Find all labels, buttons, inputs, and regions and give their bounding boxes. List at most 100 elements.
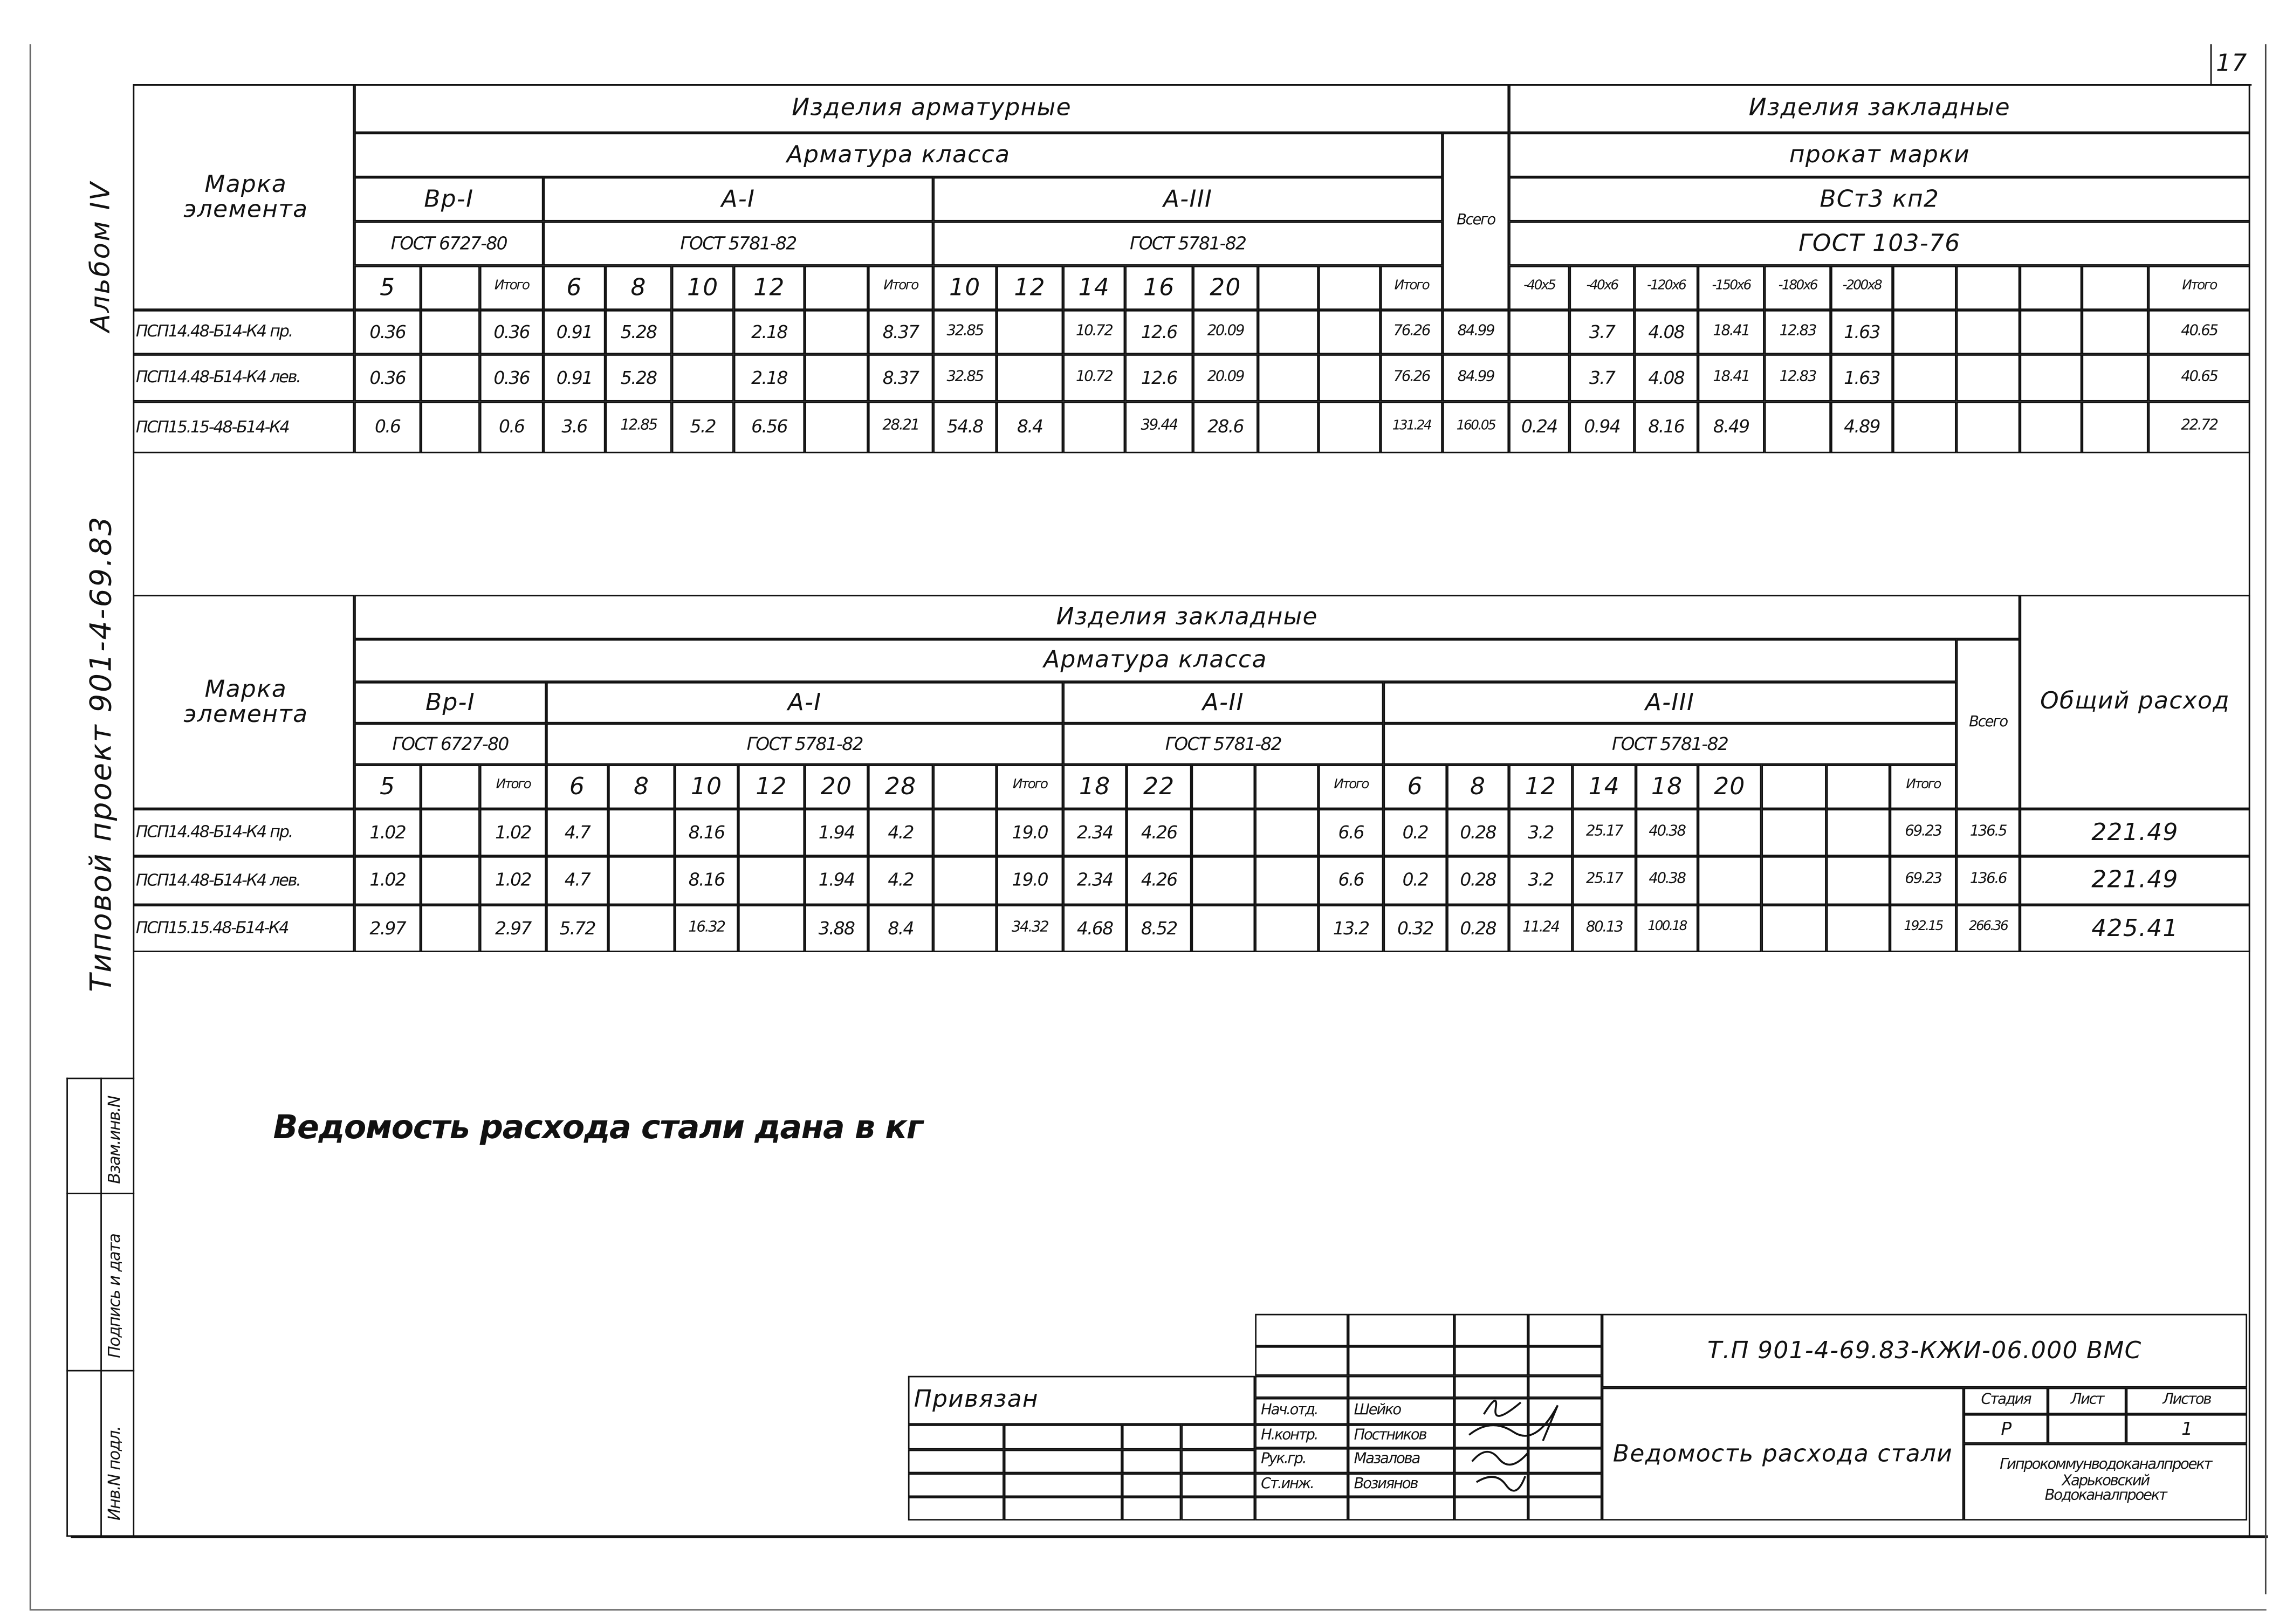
- top-row-mark: ПСП14.48-Б14-К4 лев.: [133, 354, 355, 402]
- bottom-cell: [1698, 809, 1762, 856]
- top-row-mark-text: ПСП14.48-Б14-К4 пр.: [135, 322, 293, 342]
- top-cell-text: 0.91: [556, 367, 593, 388]
- bottom-cell-text: 19.0: [1012, 870, 1048, 891]
- bottom-cell-text: 0.32: [1397, 918, 1434, 939]
- bottom-cell: 40.38: [1636, 809, 1698, 856]
- sign-cell: [1255, 1313, 1348, 1346]
- bottom-cell-text: 4.7: [564, 870, 591, 891]
- top-cell: [671, 354, 734, 402]
- top-cell: 8.37: [868, 309, 933, 355]
- bottom-mark-header: Марка элемента: [133, 595, 355, 809]
- top-cell-text: 32.85: [946, 368, 984, 385]
- top-cell-text: 8.4: [1017, 416, 1043, 437]
- bottom-cell: 1.02: [354, 809, 421, 856]
- top-row-mark: ПСП14.48-Б14-К4 пр.: [133, 309, 355, 355]
- top-cell: 160.05: [1442, 401, 1509, 453]
- sign-role-text: Рук.гр.: [1261, 1451, 1307, 1468]
- sign-cell: [1528, 1448, 1602, 1474]
- bottom-cell-text: 40.38: [1649, 823, 1686, 840]
- bottom-cell-text: 8.16: [688, 870, 725, 891]
- bottom-class-name: А-III: [1383, 682, 1956, 724]
- bottom-cell-text: 221.49: [2091, 817, 2179, 845]
- sign-cell: [1255, 1497, 1348, 1521]
- bottom-cell-text: 19.0: [1012, 822, 1048, 843]
- top-cell-text: 32.85: [946, 322, 984, 340]
- bottom-column-header: 10: [675, 765, 738, 809]
- bottom-column-header: 20: [1698, 765, 1762, 809]
- sign-cell: [1255, 1375, 1348, 1398]
- top-cell-text: 12.83: [1779, 368, 1817, 385]
- bottom-column-header-text: 14: [1588, 771, 1620, 800]
- top-cell: 28.21: [868, 401, 933, 453]
- top-cell: 20.09: [1193, 354, 1258, 402]
- bottom-class-name: Вр-I: [354, 682, 547, 724]
- bottom-cell: [1826, 905, 1890, 952]
- attached-cell: [1122, 1497, 1182, 1521]
- margin-stamp: [66, 1077, 135, 1537]
- bottom-cell-text: 192.15: [1904, 920, 1944, 935]
- bottom-column-header-text: 28: [884, 771, 917, 800]
- bottom-cell: 0.2: [1383, 856, 1447, 905]
- bottom-cell: 1.02: [354, 856, 421, 905]
- bottom-cell: [1761, 905, 1827, 952]
- sign-cell: [1454, 1398, 1528, 1425]
- bottom-grand-header-text: Общий расход: [2040, 686, 2230, 715]
- bottom-cell: [1761, 856, 1827, 905]
- bottom-cell-text: 2.97: [495, 918, 532, 939]
- sign-role: Нач.отд.: [1255, 1398, 1348, 1425]
- sign-cell: [1528, 1398, 1602, 1425]
- project-label: Типовой проект 901-4-69.83: [83, 515, 118, 992]
- bottom-cell-text: 100.18: [1647, 920, 1687, 935]
- stage-table-value-text: Р: [2001, 1418, 2011, 1439]
- bottom-cell-text: 16.32: [688, 919, 726, 936]
- bottom-cell: [1826, 856, 1890, 905]
- top-cell: [1063, 401, 1125, 453]
- bottom-cell: [1826, 809, 1890, 856]
- bottom-column-header-text: 18: [1079, 771, 1111, 800]
- top-cell: 1.63: [1830, 354, 1893, 402]
- sign-cell: [1528, 1346, 1602, 1376]
- sign-name-text: Возиянов: [1354, 1476, 1419, 1492]
- stamp-divider: [66, 1370, 135, 1372]
- top-cell: [805, 309, 868, 355]
- bottom-column-header: 6: [546, 765, 609, 809]
- sign-cell: [1528, 1473, 1602, 1497]
- bottom-cell: 34.32: [997, 905, 1063, 952]
- bottom-cell-text: 40.38: [1649, 871, 1686, 888]
- stage-table-value-text: 1: [2181, 1418, 2193, 1439]
- top-cell-text: 76.26: [1393, 322, 1431, 340]
- attached-cell: [1181, 1449, 1255, 1474]
- bottom-cell: 69.23: [1890, 809, 1956, 856]
- attached-cell: [1004, 1449, 1122, 1474]
- top-cell: 84.99: [1442, 354, 1509, 402]
- top-cell-text: 12.83: [1779, 322, 1817, 340]
- stage-table-value: Р: [1964, 1414, 2048, 1444]
- sign-cell: [1348, 1346, 1454, 1376]
- sign-role-text: Н.контр.: [1261, 1427, 1319, 1443]
- top-cell: [1892, 309, 1956, 355]
- bottom-column-header: 8: [1447, 765, 1509, 809]
- top-cell-text: 8.49: [1713, 416, 1750, 437]
- top-cell: 3.6: [543, 401, 606, 453]
- sign-name: Шейко: [1348, 1398, 1454, 1425]
- top-class-name-text: Вр-I: [424, 184, 474, 212]
- bottom-cell-text: 3.2: [1528, 822, 1554, 843]
- top-cell: 84.99: [1442, 309, 1509, 355]
- bottom-cell-text: 4.7: [564, 822, 591, 843]
- top-column-header: 12: [733, 265, 805, 310]
- top-row-mark-text: ПСП15.15-48-Б14-К4: [135, 417, 290, 437]
- top-cell-text: 0.36: [493, 367, 530, 388]
- bottom-cell-text: 266.36: [1968, 920, 2009, 935]
- top-cell: [421, 354, 480, 402]
- top-cell: 0.91: [543, 309, 606, 355]
- bottom-cell: [1255, 905, 1319, 952]
- sign-cell: [1454, 1425, 1528, 1448]
- top-cell: 76.26: [1380, 354, 1443, 402]
- top-cell: [1956, 354, 2020, 402]
- bottom-column-header-text: Итого: [1334, 778, 1369, 794]
- bottom-column-header: [1255, 765, 1319, 809]
- sign-cell: [1528, 1313, 1602, 1346]
- top-row-mark-text: ПСП14.48-Б14-К4 лев.: [135, 368, 301, 387]
- bottom-cell: 4.7: [546, 856, 609, 905]
- top-cell-text: 4.89: [1844, 416, 1880, 437]
